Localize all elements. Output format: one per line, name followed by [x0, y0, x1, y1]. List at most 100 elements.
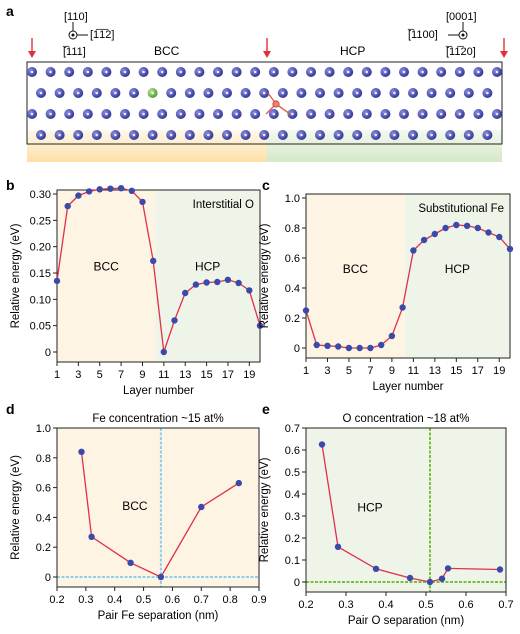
- atom-highlight: [430, 91, 433, 95]
- x-tick-label: 0.3: [78, 594, 93, 606]
- bcc-background: [306, 194, 405, 358]
- atom-highlight: [430, 133, 433, 137]
- y-tick-label: 0.5: [285, 467, 300, 479]
- data-point: [256, 322, 264, 329]
- x-tick-label: 5: [97, 369, 103, 381]
- x-tick-label: 11: [408, 365, 419, 377]
- atom-highlight: [458, 112, 462, 116]
- crystal-frame: [26, 61, 503, 145]
- x-tick-label: 0.9: [251, 594, 266, 606]
- y-tick-label: 0.1: [285, 555, 300, 567]
- atom-lattice: [27, 67, 502, 140]
- data-point: [78, 448, 85, 455]
- data-point: [442, 224, 449, 232]
- atom-highlight: [49, 112, 52, 116]
- atom-highlight: [318, 91, 322, 95]
- x-tick-label: 17: [222, 369, 234, 381]
- x-tick-label: 19: [243, 369, 255, 381]
- atom-highlight: [67, 112, 71, 116]
- atom-highlight: [439, 112, 443, 116]
- atom-highlight: [486, 91, 489, 95]
- dir-label-111: [̅111]: [62, 46, 86, 58]
- atom-highlight: [169, 133, 173, 137]
- y-tick-label: 0: [45, 572, 51, 584]
- region-label-hcp: HCP: [445, 262, 470, 276]
- data-point: [420, 236, 428, 244]
- x-tick-label: 7: [118, 369, 124, 381]
- data-point: [302, 307, 310, 314]
- x-tick-label: 9: [139, 369, 145, 381]
- data-point: [246, 287, 253, 294]
- atom-highlight: [467, 133, 471, 137]
- data-point: [313, 341, 320, 349]
- axis-dot-center-right: [461, 33, 465, 37]
- atom-highlight: [421, 70, 424, 74]
- plot-frame: [305, 427, 507, 593]
- y-tick-label: 0.7: [285, 423, 300, 435]
- o-atom: [272, 100, 280, 108]
- data-point: [127, 559, 134, 566]
- dir-label-110: [110]: [64, 11, 88, 23]
- atom-highlight: [262, 133, 266, 137]
- chart-annotation: Substitutional Fe: [418, 203, 504, 215]
- chart-annotation: Interstitial O: [193, 199, 254, 211]
- atom-highlight: [225, 133, 229, 137]
- atom-highlight: [495, 70, 499, 74]
- x-tick-label: 0.5: [136, 594, 151, 606]
- atom-highlight: [281, 133, 285, 137]
- data-point: [334, 543, 342, 550]
- atom-highlight: [235, 70, 238, 74]
- data-point: [444, 565, 452, 572]
- x-tick-label: 0.8: [222, 594, 237, 606]
- y-tick-label: 0.20: [30, 242, 51, 254]
- plot-frame: [56, 427, 260, 588]
- bcc-background: [57, 190, 156, 362]
- data-point: [53, 277, 61, 285]
- data-point: [410, 247, 417, 254]
- y-tick-label: 0.4: [285, 489, 300, 501]
- data-point: [388, 332, 396, 340]
- atom-highlight: [421, 112, 424, 116]
- data-point: [345, 344, 353, 352]
- x-tick-label: 0.4: [378, 599, 393, 611]
- boundary-arrows: [28, 38, 508, 58]
- x-tick-label: 0.7: [498, 599, 513, 611]
- region-label-hcp: HCP: [195, 259, 220, 273]
- dir-label-1100: [̅1100]: [407, 29, 438, 41]
- atom-highlight: [346, 70, 350, 74]
- atom-highlight: [337, 133, 340, 137]
- data-point: [372, 565, 380, 572]
- x-tick-label: 11: [158, 369, 169, 381]
- x-axis-label: Layer number: [373, 381, 444, 393]
- x-tick-label: 15: [200, 369, 212, 381]
- left-axis-marker: [110] [1̅1̅2] [̅111]: [62, 11, 114, 58]
- atom-highlight: [467, 91, 471, 95]
- y-tick-label: 0: [294, 577, 300, 589]
- x-axis-label: Pair O separation (nm): [348, 615, 464, 627]
- atom-highlight: [30, 70, 34, 74]
- x-tick-label: 3: [75, 369, 81, 381]
- x-tick-label: 3: [324, 365, 330, 377]
- data-point: [453, 221, 460, 229]
- atom-highlight: [169, 91, 173, 95]
- atom-highlight: [179, 112, 183, 116]
- hcp-background: [404, 194, 510, 358]
- atom-highlight: [393, 91, 396, 95]
- atom-highlight: [151, 91, 154, 95]
- atom-highlight: [355, 133, 359, 137]
- atom-highlight: [309, 112, 313, 116]
- atom-highlight: [76, 91, 80, 95]
- atom-highlight: [355, 91, 359, 95]
- atom-highlight: [49, 70, 52, 74]
- data-point: [214, 278, 221, 286]
- axis-dot-center: [71, 33, 75, 37]
- panel-letter-a: a: [6, 3, 14, 19]
- atom-highlight: [188, 133, 192, 137]
- atom-highlight: [337, 91, 340, 95]
- atom-highlight: [67, 70, 71, 74]
- data-point: [235, 479, 242, 487]
- atom-highlight: [207, 133, 210, 137]
- y-tick-label: 0.3: [285, 511, 300, 523]
- atom-highlight: [300, 133, 303, 137]
